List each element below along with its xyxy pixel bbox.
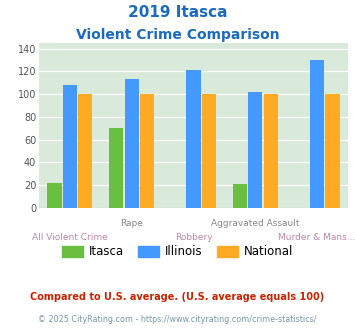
Bar <box>78 94 93 208</box>
Bar <box>202 94 216 208</box>
Bar <box>125 79 139 208</box>
Text: Rape: Rape <box>120 219 143 228</box>
Bar <box>109 128 124 208</box>
Bar <box>248 92 262 208</box>
Bar <box>263 94 278 208</box>
Bar <box>140 94 154 208</box>
Text: Violent Crime Comparison: Violent Crime Comparison <box>76 28 279 42</box>
Text: Robbery: Robbery <box>175 233 212 242</box>
Bar <box>310 60 324 208</box>
Text: © 2025 CityRating.com - https://www.cityrating.com/crime-statistics/: © 2025 CityRating.com - https://www.city… <box>38 315 317 324</box>
Text: All Violent Crime: All Violent Crime <box>32 233 108 242</box>
Bar <box>325 94 340 208</box>
Bar <box>47 183 62 208</box>
Legend: Itasca, Illinois, National: Itasca, Illinois, National <box>57 241 298 263</box>
Text: Murder & Mans...: Murder & Mans... <box>278 233 355 242</box>
Bar <box>186 70 201 208</box>
Text: 2019 Itasca: 2019 Itasca <box>128 5 227 20</box>
Text: Compared to U.S. average. (U.S. average equals 100): Compared to U.S. average. (U.S. average … <box>31 292 324 302</box>
Bar <box>63 85 77 208</box>
Text: Aggravated Assault: Aggravated Assault <box>211 219 300 228</box>
Bar <box>233 184 247 208</box>
